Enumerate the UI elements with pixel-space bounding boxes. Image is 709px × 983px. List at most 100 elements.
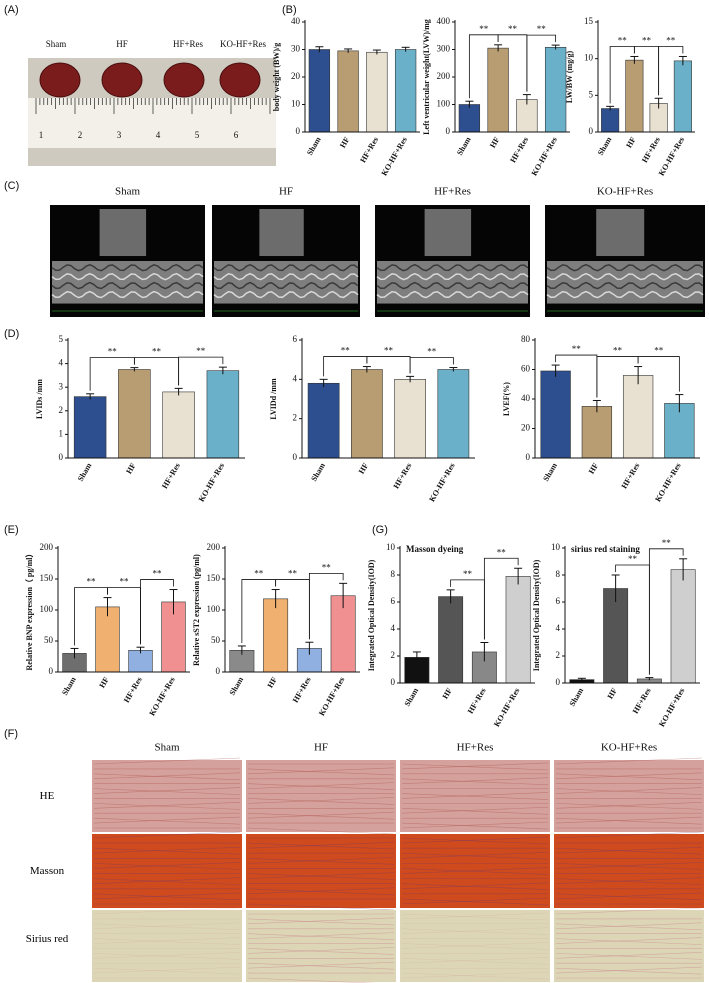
- tissue-fiber: [247, 962, 395, 970]
- tissue-fiber: [93, 877, 241, 884]
- y-tick-label: 15: [584, 16, 594, 26]
- panel-label: (F): [4, 728, 18, 740]
- y-tick-label: 0: [589, 126, 594, 136]
- significance-label: **: [537, 24, 547, 34]
- y-tick-label: 4: [59, 358, 64, 368]
- tissue-fiber: [93, 847, 241, 855]
- x-tick-label: KO-HF+Res: [492, 686, 521, 728]
- y-tick-label: 50: [211, 635, 221, 645]
- photo-label: HF+Res: [173, 39, 204, 49]
- tissue-fiber: [401, 928, 549, 935]
- x-tick-label: HF: [357, 461, 370, 475]
- tissue-fiber: [247, 918, 395, 926]
- significance-label: **: [479, 24, 489, 34]
- echo-fan: [99, 209, 147, 257]
- significance-bracket: [658, 46, 684, 96]
- tissue-fiber: [247, 872, 395, 879]
- histology-column-label: HF+Res: [457, 742, 494, 754]
- bar: [162, 391, 195, 459]
- x-tick-label: KO-HF+Res: [657, 686, 686, 728]
- significance-bracket: [648, 548, 684, 675]
- echo-wave: [213, 281, 359, 290]
- bar: [673, 60, 692, 133]
- significance-bracket: [409, 357, 454, 374]
- x-tick-label: HF: [124, 461, 137, 475]
- tissue-fiber: [93, 966, 241, 974]
- bar: [664, 403, 695, 459]
- bar: [544, 46, 567, 133]
- chart-title: sirius red staining: [571, 544, 640, 554]
- y-tick-label: 0: [296, 126, 301, 136]
- x-tick-label: HF+Res: [291, 675, 313, 704]
- significance-label: **: [108, 347, 118, 357]
- y-tick-label: 40: [521, 393, 531, 403]
- tissue-fiber: [247, 782, 395, 789]
- echo-label: HF+Res: [434, 186, 471, 198]
- y-tick-label: 100: [437, 99, 451, 109]
- x-tick-label: KO-HF+Res: [530, 135, 559, 177]
- panel-label: (A): [4, 4, 19, 16]
- tissue-fiber: [247, 827, 395, 835]
- bar: [128, 649, 153, 673]
- x-tick-label: Sham: [76, 461, 94, 483]
- y-tick-label: 10: [551, 542, 561, 552]
- y-tick-label: 2: [59, 405, 64, 415]
- significance-label: **: [654, 346, 664, 356]
- echo-wave: [51, 263, 204, 272]
- tissue-fiber: [93, 787, 241, 794]
- y-tick-label: 6: [391, 596, 396, 606]
- echo-wave: [213, 263, 359, 272]
- y-tick-label: 100: [40, 604, 54, 614]
- echo-wave: [546, 263, 704, 272]
- tissue-fiber: [401, 883, 549, 890]
- tissue-fiber: [247, 977, 377, 983]
- x-tick-label: KO-HF+Res: [197, 461, 226, 503]
- tissue-fiber: [93, 953, 241, 960]
- tissue-fiber: [93, 846, 241, 854]
- tissue-fiber: [555, 787, 703, 794]
- tissue-fiber: [401, 971, 549, 979]
- y-tick-label: 5: [59, 334, 64, 344]
- y-tick-label: 5: [589, 89, 594, 99]
- y-tick-label: 200: [437, 71, 451, 81]
- tissue-fiber: [401, 927, 549, 934]
- significance-bracket: [140, 579, 174, 645]
- y-tick-label: 200: [40, 542, 54, 552]
- bar: [307, 382, 340, 459]
- tissue-fiber: [555, 878, 703, 885]
- echo-fan: [596, 209, 645, 257]
- tissue-fiber: [555, 937, 703, 944]
- significance-label: **: [87, 577, 97, 587]
- tissue-fiber: [401, 898, 549, 906]
- tissue-fiber: [555, 892, 703, 900]
- histology-row-label: Masson: [29, 865, 65, 877]
- y-tick-label: 100: [207, 604, 221, 614]
- panel-label: (G): [372, 524, 388, 536]
- y-tick-label: 4: [556, 623, 561, 633]
- echo-label: KO-HF+Res: [597, 186, 653, 198]
- tissue-fiber: [93, 907, 241, 915]
- tissue-fiber: [93, 772, 241, 780]
- bar: [487, 47, 509, 133]
- y-tick-label: 0: [293, 452, 298, 462]
- heart: [219, 62, 261, 98]
- y-tick-label: 2: [556, 650, 561, 660]
- significance-label: **: [497, 547, 507, 557]
- chart-title: Masson dyeing: [406, 544, 464, 554]
- tissue-fiber: [93, 817, 241, 825]
- bar: [437, 369, 470, 459]
- y-tick-label: 4: [391, 623, 396, 633]
- y-tick-label: 20: [291, 71, 301, 81]
- significance-label: **: [152, 347, 162, 357]
- x-tick-label: Sham: [568, 686, 586, 708]
- y-tick-label: 6: [293, 334, 298, 344]
- x-tick-label: KO-HF+Res: [317, 675, 346, 717]
- y-tick-label: 10: [386, 542, 396, 552]
- x-tick-label: Sham: [60, 675, 78, 697]
- ruler: [28, 98, 276, 148]
- tissue-fiber: [247, 767, 395, 775]
- x-tick-label: HF+Res: [631, 686, 653, 715]
- significance-label: **: [153, 569, 163, 579]
- significance-bracket: [308, 572, 344, 640]
- y-axis-label: LVEF(%): [502, 382, 511, 416]
